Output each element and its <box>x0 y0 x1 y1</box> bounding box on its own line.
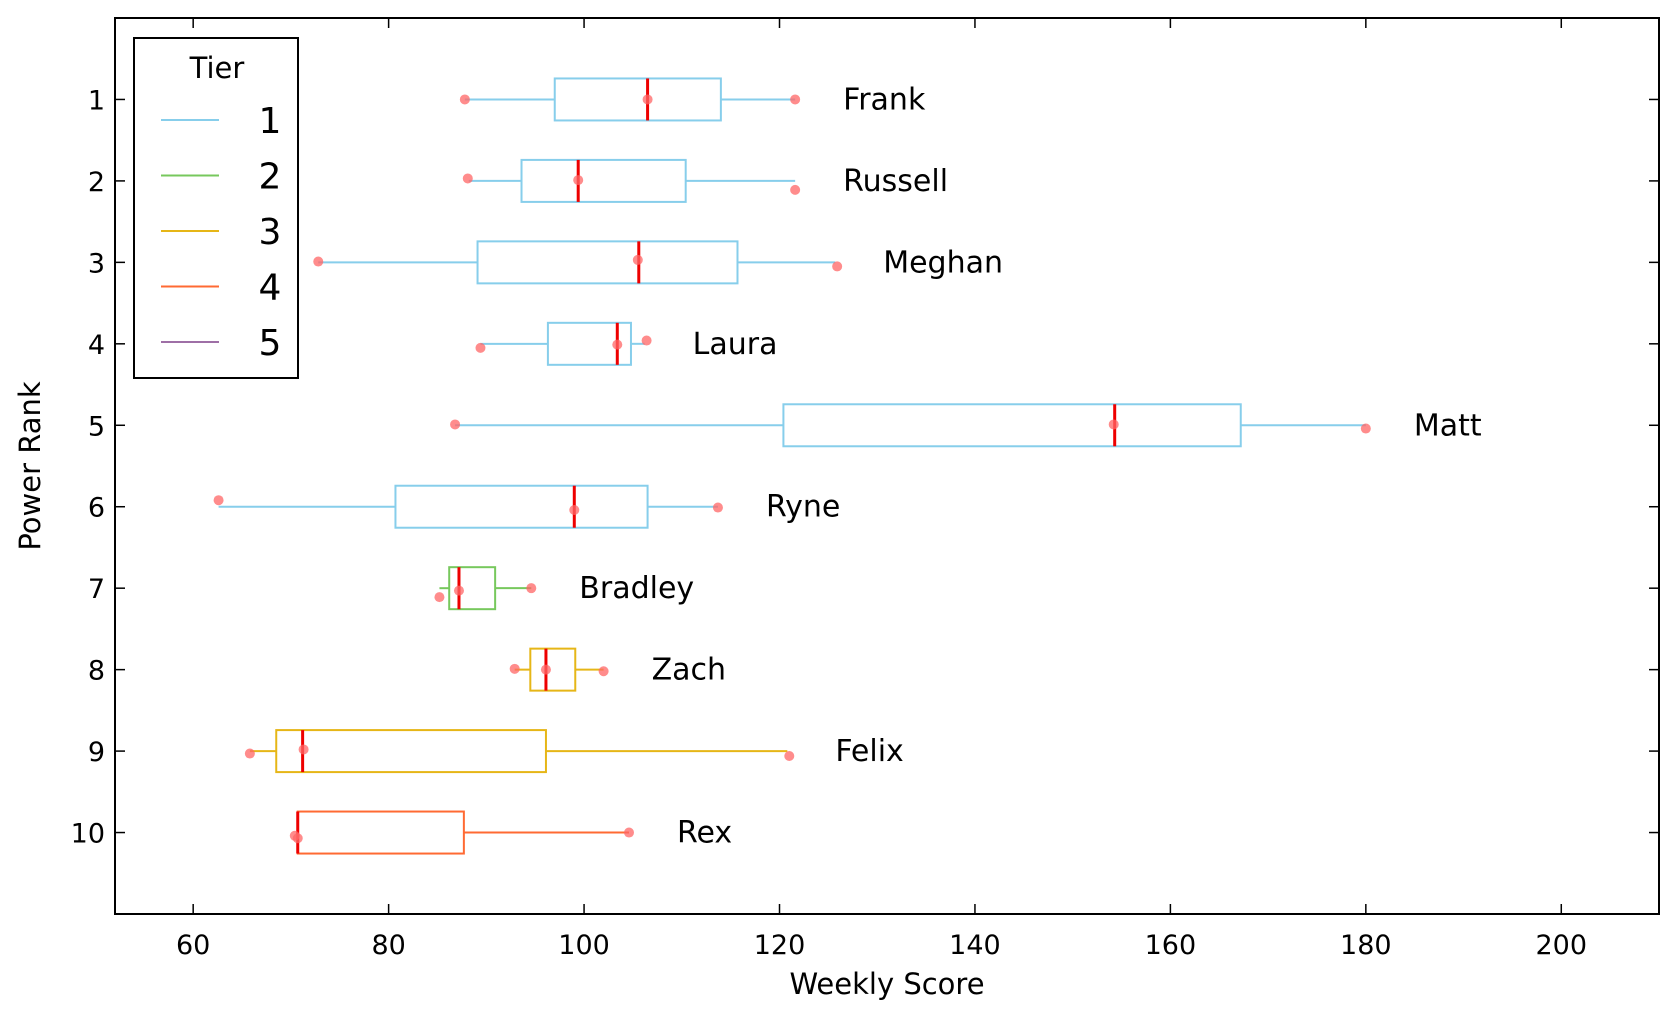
data-point <box>450 419 461 430</box>
box-group-laura: Laura <box>475 321 778 366</box>
box-name-label: Ryne <box>766 490 840 525</box>
data-point <box>1360 423 1371 434</box>
x-axis-label: Weekly Score <box>789 967 984 1001</box>
legend-label-tier-2: 2 <box>259 157 282 198</box>
data-point <box>784 750 795 761</box>
data-point <box>475 342 486 353</box>
plot-frame <box>114 17 1660 915</box>
data-point <box>298 744 309 755</box>
y-tick-label: 8 <box>88 656 105 687</box>
box-iqr <box>476 240 739 285</box>
y-tick-label: 10 <box>71 819 105 850</box>
box-name-label: Rex <box>677 816 732 851</box>
box-group-zach: Zach <box>509 647 726 692</box>
x-tick-label: 120 <box>754 930 806 961</box>
x-tick-label: 140 <box>949 930 1001 961</box>
box-group-rex: Rex <box>289 810 732 855</box>
data-point <box>790 184 801 195</box>
box-name-label: Zach <box>652 653 726 688</box>
data-point <box>453 585 464 596</box>
data-point <box>540 664 551 675</box>
axis-ticks: 60 80 100 120 140 160 180 200 1 2 3 4 5 6 7 8 9 10 <box>71 18 1659 961</box>
box-iqr <box>553 77 722 122</box>
box-group-matt: Matt <box>450 403 1482 448</box>
box-name-label: Russell <box>843 164 948 199</box>
box-name-label: Frank <box>843 82 926 117</box>
legend-box <box>133 37 299 379</box>
data-point <box>292 833 303 844</box>
box-group-russell: Russell <box>462 158 948 203</box>
data-point <box>569 504 580 515</box>
y-tick-label: 9 <box>88 737 105 768</box>
data-point <box>641 335 652 346</box>
data-point <box>632 254 643 265</box>
legend-label-tier-3: 3 <box>259 212 282 253</box>
x-tick-label: 200 <box>1536 930 1588 961</box>
x-tick-label: 180 <box>1340 930 1392 961</box>
data-point <box>612 339 623 350</box>
data-point <box>213 495 224 506</box>
box-name-label: Laura <box>693 327 778 362</box>
y-tick-label: 5 <box>88 411 105 442</box>
x-tick-label: 60 <box>176 930 210 961</box>
box-iqr <box>529 647 577 692</box>
x-tick-label: 80 <box>371 930 405 961</box>
box-iqr <box>546 321 632 366</box>
data-point <box>1108 419 1119 430</box>
x-tick-label: 100 <box>558 930 610 961</box>
data-point <box>526 583 537 594</box>
data-point <box>434 592 445 603</box>
legend: Tier 1 2 3 4 5 <box>133 37 299 379</box>
data-point <box>462 173 473 184</box>
legend-label-tier-4: 4 <box>259 268 282 309</box>
box-name-label: Meghan <box>883 245 1003 280</box>
data-point <box>832 261 843 272</box>
box-iqr <box>782 403 1242 448</box>
box-iqr <box>275 729 547 774</box>
box-name-label: Felix <box>835 734 904 769</box>
data-point <box>712 502 723 513</box>
data-point <box>509 663 520 674</box>
y-tick-label: 1 <box>88 85 105 116</box>
x-tick-label: 160 <box>1145 930 1197 961</box>
data-point <box>790 94 801 105</box>
data-point <box>313 256 324 267</box>
box-iqr <box>448 566 497 611</box>
data-point <box>573 175 584 186</box>
y-tick-label: 3 <box>88 248 105 279</box>
data-point <box>244 748 255 759</box>
data-point <box>459 94 470 105</box>
box-iqr <box>520 158 687 203</box>
box-name-label: Matt <box>1414 408 1482 443</box>
legend-label-tier-1: 1 <box>259 101 282 142</box>
box-iqr <box>394 484 649 529</box>
legend-label-tier-5: 5 <box>259 323 282 364</box>
box-group-meghan: Meghan <box>313 240 1003 285</box>
box-group-bradley: Bradley <box>434 566 694 611</box>
box-name-label: Bradley <box>579 571 694 606</box>
y-axis-label: Power Rank <box>13 381 47 551</box>
data-point <box>624 827 635 838</box>
legend-title: Tier <box>189 51 245 85</box>
y-tick-label: 2 <box>88 167 105 198</box>
data-point <box>642 94 653 105</box>
box-group-frank: Frank <box>459 77 926 122</box>
y-tick-label: 4 <box>88 330 105 361</box>
y-tick-label: 6 <box>88 493 105 524</box>
box-group-ryne: Ryne <box>213 484 840 529</box>
box-group-felix: Felix <box>244 729 904 774</box>
plot-area: Frank Russell Meghan Laura Matt Ryne Bradley Za… <box>213 77 1482 855</box>
data-point <box>598 666 609 677</box>
y-tick-label: 7 <box>88 574 105 605</box>
